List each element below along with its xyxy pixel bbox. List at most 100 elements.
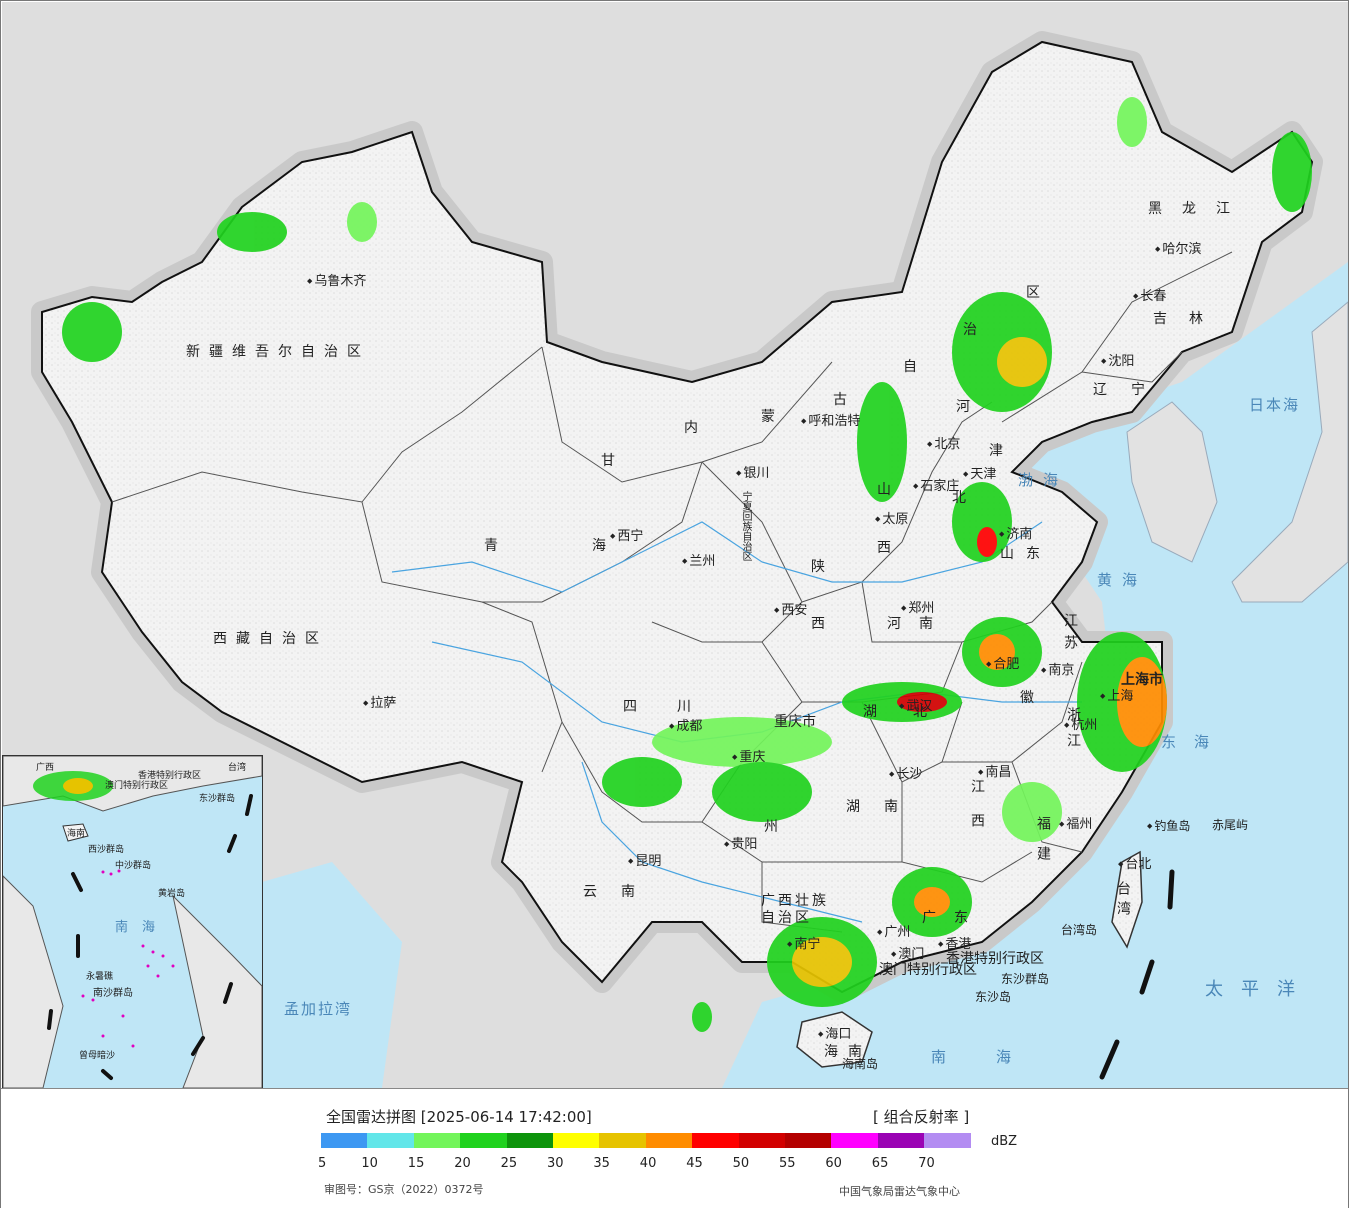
color-swatch bbox=[831, 1133, 879, 1148]
label-chongqing: 重庆市 bbox=[774, 714, 816, 730]
city-nanjing: 南京 bbox=[1041, 659, 1074, 678]
color-swatch bbox=[738, 1133, 786, 1148]
scale-tick-label: 25 bbox=[500, 1156, 518, 1171]
city-xining: 西宁 bbox=[610, 525, 643, 544]
label-ningxia: 宁夏回族自治区 bbox=[740, 491, 751, 561]
inset-label-nansha: 南沙群岛 bbox=[93, 988, 133, 999]
label-neimenggu-3: 古 bbox=[833, 392, 847, 408]
label-neimenggu-2: 蒙 bbox=[761, 409, 775, 425]
city-guangzhou: 广州 bbox=[877, 921, 910, 940]
label-tianjin-prov: 津 bbox=[989, 443, 1003, 459]
island-dongsha: 东沙岛 bbox=[975, 990, 1012, 1004]
inset-label-hainan: 海南 bbox=[67, 829, 86, 839]
label-shaanxi-2: 西 bbox=[811, 616, 825, 632]
label-guangdong: 广东 bbox=[922, 910, 986, 926]
city-haikou: 海口 bbox=[818, 1023, 851, 1042]
island-chiwei: 赤尾屿 bbox=[1212, 818, 1249, 832]
city-taipei: 台北 bbox=[1118, 853, 1151, 872]
inset-label-dongsha: 东沙群岛 bbox=[199, 794, 236, 804]
scale-tick-label: 30 bbox=[547, 1156, 564, 1171]
city-wuhan: 武汉 bbox=[899, 695, 932, 714]
label-macao-sar: 澳门特别行政区 bbox=[879, 962, 977, 978]
island-taiwan: 台湾岛 bbox=[1061, 923, 1098, 937]
city-macau: 澳门 bbox=[891, 943, 924, 962]
scale-tick-label: 5 bbox=[318, 1156, 327, 1171]
sea-yellow: 黄海 bbox=[1097, 571, 1148, 589]
label-liaoning: 辽宁 bbox=[1093, 382, 1169, 398]
city-changchun: 长春 bbox=[1133, 285, 1166, 304]
sea-bengal: 孟加拉湾 bbox=[284, 1000, 353, 1018]
legend-unit: dBZ bbox=[991, 1134, 1018, 1149]
label-neimenggu-1: 内 bbox=[684, 420, 698, 436]
city-yinchuan: 银川 bbox=[736, 462, 769, 481]
color-swatch bbox=[506, 1133, 554, 1148]
city-lanzhou: 兰州 bbox=[682, 550, 715, 569]
label-sichuan: 四川 bbox=[623, 699, 731, 715]
label-shanxi-2: 西 bbox=[877, 540, 891, 556]
city-nanchang: 南昌 bbox=[978, 761, 1011, 780]
sea-bohai: 渤海 bbox=[1018, 471, 1069, 489]
inset-label-nanhai: 南海 bbox=[115, 920, 170, 935]
inset-label-macao: 澳门特别行政区 bbox=[105, 781, 169, 791]
label-neimenggu-5: 治 bbox=[963, 322, 977, 338]
label-neimenggu-4: 自 bbox=[903, 359, 917, 375]
color-swatch bbox=[553, 1133, 600, 1148]
scale-tick-label: 20 bbox=[454, 1156, 471, 1171]
label-jiangsu: 江苏 bbox=[1062, 613, 1078, 657]
city-harbin: 哈尔滨 bbox=[1155, 238, 1201, 257]
legend-panel bbox=[1, 1088, 1348, 1208]
city-shanghai: 上海 bbox=[1100, 685, 1133, 704]
city-urumqi: 乌鲁木齐 bbox=[307, 270, 366, 289]
city-chengdu: 成都 bbox=[669, 715, 702, 734]
city-zhengzhou: 郑州 bbox=[901, 597, 934, 616]
color-swatch bbox=[924, 1133, 972, 1148]
label-taiwan: 台湾 bbox=[1115, 881, 1131, 921]
color-swatch bbox=[460, 1133, 508, 1148]
south-china-sea-inset: 广西 澳门特别行政区 香港特别行政区 台湾 东沙群岛 海南 西沙群岛 中沙群岛 … bbox=[2, 755, 263, 1089]
city-nanning: 南宁 bbox=[787, 933, 820, 952]
sea-japan: 日本海 bbox=[1249, 396, 1301, 414]
inset-label-xisha: 西沙群岛 bbox=[88, 845, 125, 855]
label-fujian: 福建 bbox=[1035, 816, 1051, 876]
scale-tick-label: 70 bbox=[918, 1156, 935, 1171]
inset-label-yongshu: 永暑礁 bbox=[86, 972, 114, 982]
scale-tick-label: 55 bbox=[779, 1156, 796, 1171]
color-swatch bbox=[321, 1133, 368, 1148]
city-hongkong: 香港 bbox=[938, 933, 971, 952]
scale-tick-label: 40 bbox=[639, 1156, 657, 1171]
label-xizang: 西藏自治区 bbox=[213, 631, 328, 647]
color-swatch bbox=[413, 1133, 461, 1148]
city-shijiazhuang: 石家庄 bbox=[913, 475, 959, 494]
label-jilin: 吉林 bbox=[1153, 311, 1225, 327]
city-hohhot: 呼和浩特 bbox=[801, 410, 860, 429]
color-swatch bbox=[367, 1133, 415, 1148]
scale-tick-label: 50 bbox=[732, 1156, 750, 1171]
scale-tick-label: 10 bbox=[361, 1156, 378, 1171]
japan-land bbox=[1231, 301, 1348, 603]
city-guiyang: 贵阳 bbox=[724, 833, 757, 852]
city-chongqing: 重庆 bbox=[732, 746, 765, 765]
city-shenyang: 沈阳 bbox=[1101, 350, 1134, 369]
sea-pacific: 太平洋 bbox=[1205, 979, 1313, 1000]
label-guangxi: 广西壮族自治区 bbox=[761, 893, 829, 926]
scale-tick-label: 60 bbox=[825, 1156, 842, 1171]
label-shaanxi-1: 陕 bbox=[811, 559, 825, 575]
label-yunnan: 云南 bbox=[583, 884, 659, 900]
city-lhasa: 拉萨 bbox=[363, 692, 396, 711]
island-diaoyu: 钓鱼岛 bbox=[1147, 817, 1190, 834]
scale-tick-label: 15 bbox=[407, 1156, 425, 1171]
label-hebei-2: 北 bbox=[952, 490, 966, 506]
label-shanghai: 上海市 bbox=[1121, 672, 1163, 688]
sea-south: 南海 bbox=[931, 1048, 1062, 1066]
city-hefei: 合肥 bbox=[986, 653, 1019, 672]
data-source: 中国气象局雷达气象中心 bbox=[839, 1185, 960, 1198]
nine-dash-line bbox=[1099, 869, 1175, 1080]
color-swatch bbox=[785, 1133, 832, 1148]
city-xian: 西安 bbox=[774, 599, 807, 618]
scale-tick-label: 45 bbox=[686, 1156, 703, 1171]
city-tianjin: 天津 bbox=[963, 463, 996, 482]
color-swatch bbox=[599, 1133, 647, 1148]
label-shandong: 山东 bbox=[1000, 546, 1052, 562]
label-henan: 河南 bbox=[887, 616, 951, 632]
